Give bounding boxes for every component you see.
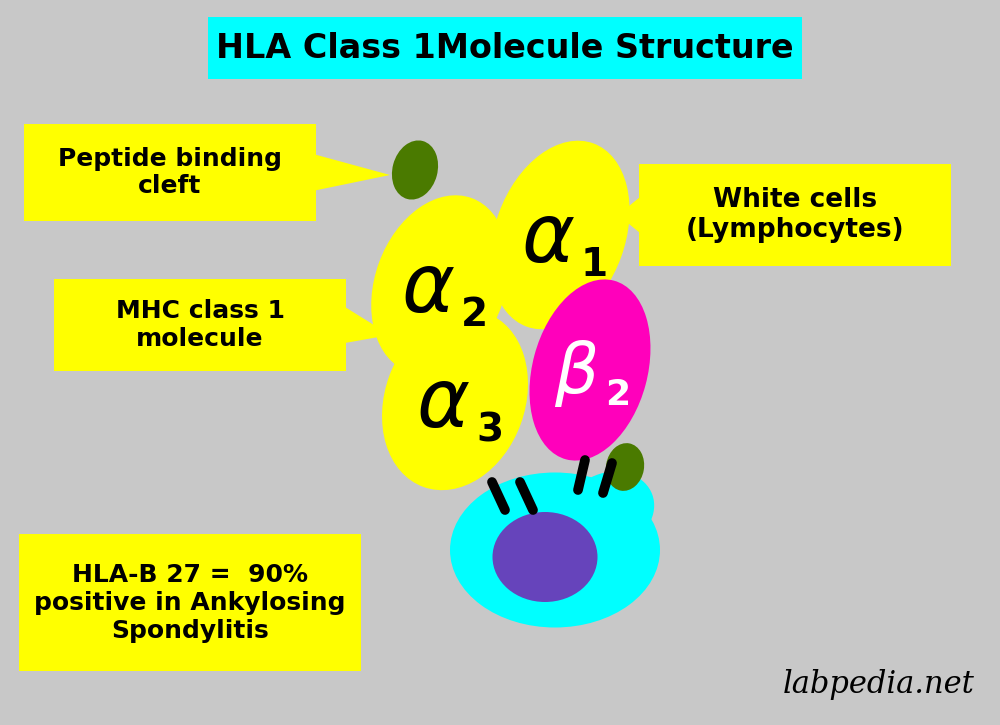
Ellipse shape	[382, 310, 528, 490]
Polygon shape	[618, 197, 640, 233]
Ellipse shape	[606, 443, 644, 491]
Text: 2: 2	[460, 296, 488, 334]
Ellipse shape	[530, 279, 650, 460]
FancyBboxPatch shape	[24, 124, 316, 221]
FancyBboxPatch shape	[19, 534, 361, 671]
Text: $\alpha$: $\alpha$	[521, 201, 575, 279]
Text: HLA-B 27 =  90%
positive in Ankylosing
Spondylitis: HLA-B 27 = 90% positive in Ankylosing Sp…	[34, 563, 346, 643]
Ellipse shape	[566, 471, 654, 548]
Text: $\alpha$: $\alpha$	[401, 251, 455, 329]
Text: MHC class 1
molecule: MHC class 1 molecule	[116, 299, 285, 351]
Polygon shape	[345, 307, 390, 343]
Text: White cells
(Lymphocytes): White cells (Lymphocytes)	[686, 187, 904, 243]
Ellipse shape	[492, 512, 598, 602]
FancyBboxPatch shape	[208, 17, 802, 79]
FancyBboxPatch shape	[54, 279, 346, 371]
Ellipse shape	[450, 473, 660, 628]
Text: 2: 2	[605, 378, 631, 412]
FancyBboxPatch shape	[639, 164, 951, 266]
Text: HLA Class 1Molecule Structure: HLA Class 1Molecule Structure	[216, 31, 794, 65]
Text: $\alpha$: $\alpha$	[416, 366, 470, 444]
Ellipse shape	[392, 141, 438, 199]
Text: labpedia.net: labpedia.net	[783, 669, 975, 700]
Text: Peptide binding
cleft: Peptide binding cleft	[58, 146, 282, 199]
Text: 3: 3	[476, 411, 504, 449]
Ellipse shape	[371, 195, 509, 375]
Ellipse shape	[490, 141, 630, 329]
Text: 1: 1	[580, 246, 608, 284]
Polygon shape	[315, 154, 390, 191]
Text: $\beta$: $\beta$	[554, 338, 598, 408]
